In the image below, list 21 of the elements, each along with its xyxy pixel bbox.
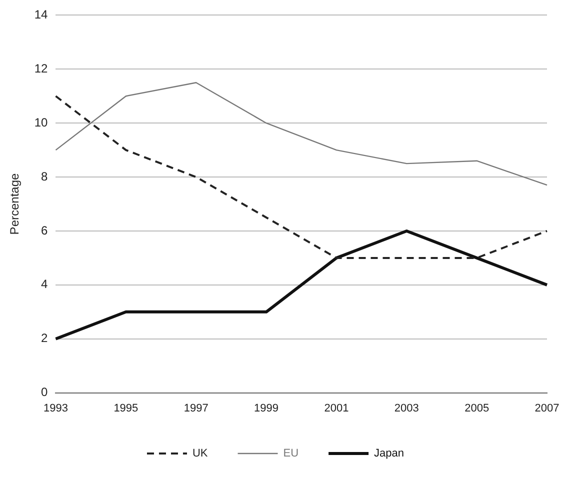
x-tick-label: 2005 bbox=[464, 402, 490, 414]
y-tick-label: 2 bbox=[41, 331, 48, 346]
x-tick-label: 1999 bbox=[254, 402, 279, 414]
y-axis-title: Percentage bbox=[8, 172, 22, 235]
legend-label: EU bbox=[283, 448, 299, 460]
x-tick-label: 2007 bbox=[534, 402, 560, 414]
y-tick-label: 10 bbox=[34, 115, 48, 130]
legend-label: UK bbox=[192, 448, 208, 460]
y-tick-label: 0 bbox=[41, 385, 48, 400]
x-tick-label: 1993 bbox=[44, 402, 68, 414]
y-tick-label: 8 bbox=[41, 169, 48, 184]
x-tick-label: 2001 bbox=[324, 402, 349, 414]
legend-label: Japan bbox=[374, 448, 404, 460]
y-tick-label: 4 bbox=[41, 277, 48, 292]
x-tick-label: 1995 bbox=[114, 402, 138, 414]
line-series bbox=[54, 95, 548, 259]
y-tick-label: 12 bbox=[34, 61, 48, 76]
x-tick-label: 2003 bbox=[394, 402, 419, 414]
y-tick-label: 14 bbox=[34, 8, 48, 22]
y-tick-label: 6 bbox=[41, 223, 48, 238]
x-tick-label: 1997 bbox=[184, 402, 208, 414]
